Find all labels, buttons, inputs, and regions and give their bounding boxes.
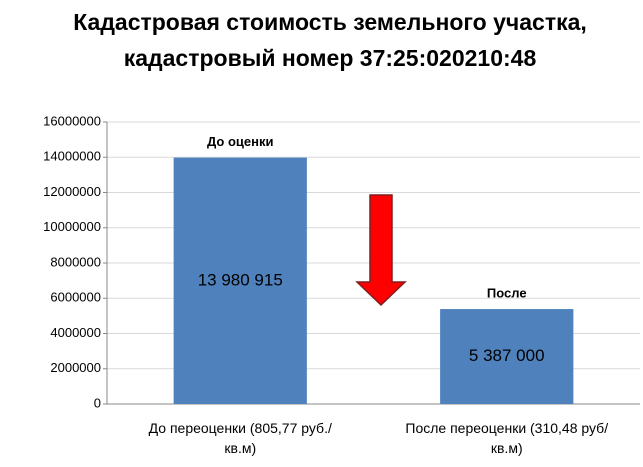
annotation: После [487, 285, 527, 300]
y-tick-label: 2000000 [50, 360, 101, 375]
y-tick-label: 12000000 [43, 184, 101, 199]
bar [440, 309, 574, 404]
annotation: До оценки [207, 134, 274, 149]
chart-title: Кадастровая стоимость земельного участка… [73, 9, 587, 71]
data-label: 13 980 915 [198, 270, 283, 289]
data-label: 5 387 000 [469, 346, 545, 365]
y-tick-label: 4000000 [50, 325, 101, 340]
arrow [355, 194, 407, 307]
y-tick-label: 10000000 [43, 219, 101, 234]
y-tick-label: 8000000 [50, 254, 101, 269]
x-tick-label: После переоценки (310,48 руб/кв.м) [405, 420, 609, 456]
y-tick-label: 16000000 [43, 113, 101, 128]
bar [173, 157, 307, 404]
y-tick-label: 0 [94, 395, 101, 410]
y-tick-label: 6000000 [50, 290, 101, 305]
x-tick-label: До переоценки (805,77 руб./кв.м) [148, 420, 332, 456]
y-tick-label: 14000000 [43, 149, 101, 164]
